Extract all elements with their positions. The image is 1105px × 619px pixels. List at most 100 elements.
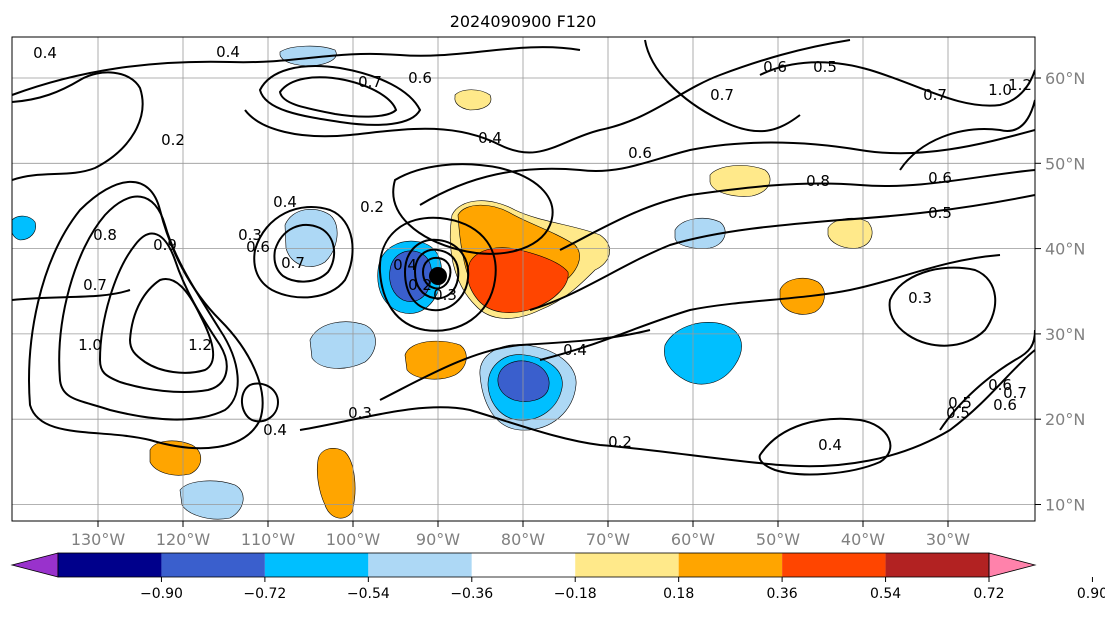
colorbar-segment — [368, 553, 472, 577]
contour-line — [403, 238, 470, 312]
contour-label: 0.7 — [923, 86, 947, 104]
contour-label: 0.6 — [628, 144, 652, 162]
contour-label: 0.8 — [93, 226, 117, 244]
contour-label: 0.5 — [813, 58, 837, 76]
contour-label: 0.4 — [273, 193, 297, 211]
lon-tick-label: 90°W — [416, 530, 460, 549]
negative-anomaly-plains — [284, 208, 338, 267]
lon-tick-label: 130°W — [71, 530, 126, 549]
contour-line — [12, 46, 581, 96]
contour-line — [244, 39, 851, 154]
contour-line — [58, 195, 239, 421]
contour-line — [888, 266, 997, 347]
negative-anomaly-canada-north — [279, 45, 337, 67]
contour-line — [413, 248, 460, 300]
lon-tick-label: 70°W — [586, 530, 630, 549]
contour-lines — [12, 39, 1035, 476]
contour-line — [539, 254, 1001, 361]
contour-line — [419, 129, 1035, 206]
lat-tick-label: 40°N — [1045, 240, 1085, 259]
gridlines — [12, 37, 1035, 521]
contour-label: 0.4 — [478, 129, 502, 147]
colorbar-tick-label: 0.90 — [1077, 586, 1105, 602]
contour-label: 0.7 — [710, 86, 734, 104]
contour-label: 0.7 — [83, 276, 107, 294]
lat-tick-label: 10°N — [1045, 496, 1085, 515]
contour-label: 0.7 — [358, 73, 382, 91]
contour-line — [939, 329, 1035, 431]
contour-line — [899, 99, 1035, 171]
contour-label: 0.2 — [608, 433, 632, 451]
negative-anomaly-low-core — [389, 250, 432, 302]
latitude-axis: 60°N 50°N 40°N 30°N 20°N 10°N — [1035, 69, 1085, 515]
colorbar-tick-label: −0.18 — [554, 586, 597, 602]
lat-tick-label: 60°N — [1045, 69, 1085, 88]
contour-label: 0.2 — [360, 198, 384, 216]
contour-line — [12, 289, 131, 301]
contour-line — [273, 224, 336, 283]
contour-label: 0.8 — [806, 172, 830, 190]
positive-anomaly-northeast-core — [467, 247, 569, 313]
lat-tick-label: 20°N — [1045, 410, 1085, 429]
contour-label: 1.0 — [988, 81, 1012, 99]
contour-line — [529, 194, 1035, 311]
contour-line — [12, 71, 144, 181]
negative-anomaly-pacific-west — [12, 215, 36, 241]
lat-tick-label: 50°N — [1045, 154, 1085, 173]
contour-label: 0.3 — [433, 286, 457, 304]
contour-line — [559, 169, 1035, 251]
colorbar-segment — [264, 553, 369, 577]
colorbar-segment — [471, 553, 576, 577]
contour-label: 0.4 — [33, 44, 57, 62]
contour-line — [379, 329, 651, 401]
contour-label: 0.2 — [408, 276, 432, 294]
contour-label: 0.6 — [763, 58, 787, 76]
contour-line — [378, 216, 497, 332]
contour-label: 0.4 — [393, 256, 417, 274]
map-title: 2024090900 F120 — [450, 12, 597, 31]
positive-anomaly-gulf-west — [404, 340, 467, 380]
negative-anomaly-texas — [309, 321, 376, 369]
contour-label: 0.6 — [246, 238, 270, 256]
contour-label: 0.5 — [946, 404, 970, 422]
colorbar-tick-label: 0.36 — [767, 586, 798, 602]
lon-tick-label: 30°W — [926, 530, 970, 549]
colorbar-extend-high — [988, 552, 1037, 578]
lon-tick-label: 50°W — [756, 530, 800, 549]
contour-label: 0.5 — [948, 394, 972, 412]
colorbar-segment — [885, 553, 989, 577]
map-panel: 0.4 0.40.7 0.60.60.70.50.60.71.21.00.2 0.40… — [12, 37, 1035, 521]
contour-label: 0.2 — [161, 131, 185, 149]
negative-anomaly-pacific-south — [179, 480, 244, 520]
contour-label: 0.7 — [1003, 384, 1027, 402]
contour-label: 0.5 — [928, 204, 952, 222]
colorbar-tick-label: 0.18 — [663, 586, 694, 602]
colorbar-tick-label: −0.72 — [243, 586, 286, 602]
contour-label: 1.0 — [78, 336, 102, 354]
contour-label: 0.6 — [408, 69, 432, 87]
contour-label: 0.6 — [928, 169, 952, 187]
colorbar-segment — [782, 553, 886, 577]
colorbar-extend-low — [10, 552, 59, 578]
contour-label: 1.2 — [1008, 76, 1032, 94]
contour-line — [759, 61, 1035, 107]
contour-label: 0.4 — [818, 436, 842, 454]
contour-label: 0.6 — [993, 396, 1017, 414]
positive-anomaly-pacific-south — [149, 440, 202, 476]
contour-line — [98, 232, 228, 393]
negative-anomaly-gulf-peak — [497, 360, 550, 402]
colorbar-tick-label: −0.36 — [450, 586, 493, 602]
colorbar-segment — [575, 553, 679, 577]
colorbar-tick-label: 0.54 — [870, 586, 901, 602]
contour-label: 0.4 — [563, 341, 587, 359]
longitude-axis: 130°W 120°W 110°W 100°W 90°W 80°W 70°W 60°W 50°W… — [71, 521, 970, 549]
contour-label: 0.6 — [988, 376, 1012, 394]
colorbar-tick-label: 0.72 — [973, 586, 1004, 602]
positive-anomaly-hudson — [454, 89, 492, 111]
contour-line — [253, 205, 354, 299]
contour-line — [299, 349, 1035, 468]
contour-label: 0.4 — [216, 43, 240, 61]
colorbar-tick-label: −0.54 — [347, 586, 390, 602]
contour-line — [258, 65, 422, 126]
contour-labels: 0.4 0.40.7 0.60.60.70.50.60.71.21.00.2 0.40… — [33, 43, 1032, 454]
